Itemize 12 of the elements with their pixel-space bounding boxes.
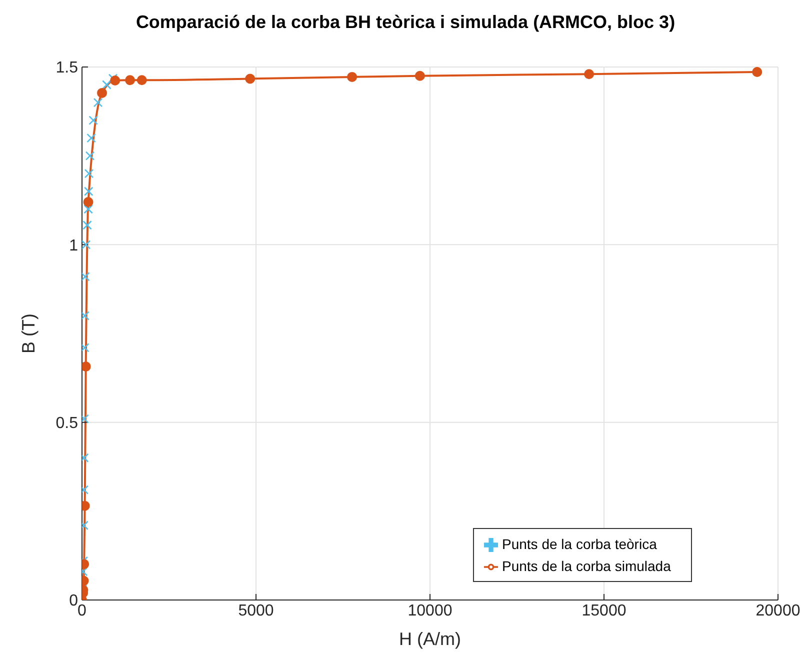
y-tick-label: 1.5 — [56, 60, 78, 77]
chart-title: Comparació de la corba BH teòrica i simulada (ARMCO, bloc 3) — [134, 12, 676, 33]
y-tick-label: 0.5 — [56, 415, 78, 432]
x-tick-label: 20000 — [756, 602, 800, 620]
legend-label: Punts de la corba simulada — [502, 558, 671, 574]
y-axis-title: B (T) — [18, 314, 38, 354]
x-tick-label: 15000 — [582, 602, 626, 620]
y-tick-label: 1 — [69, 237, 78, 254]
x-axis-title: H (A/m) — [399, 628, 461, 649]
legend-label: Punts de la corba teòrica — [502, 536, 657, 552]
x-tick-label: 10000 — [408, 602, 452, 620]
x-tick-label: 5000 — [238, 602, 274, 620]
